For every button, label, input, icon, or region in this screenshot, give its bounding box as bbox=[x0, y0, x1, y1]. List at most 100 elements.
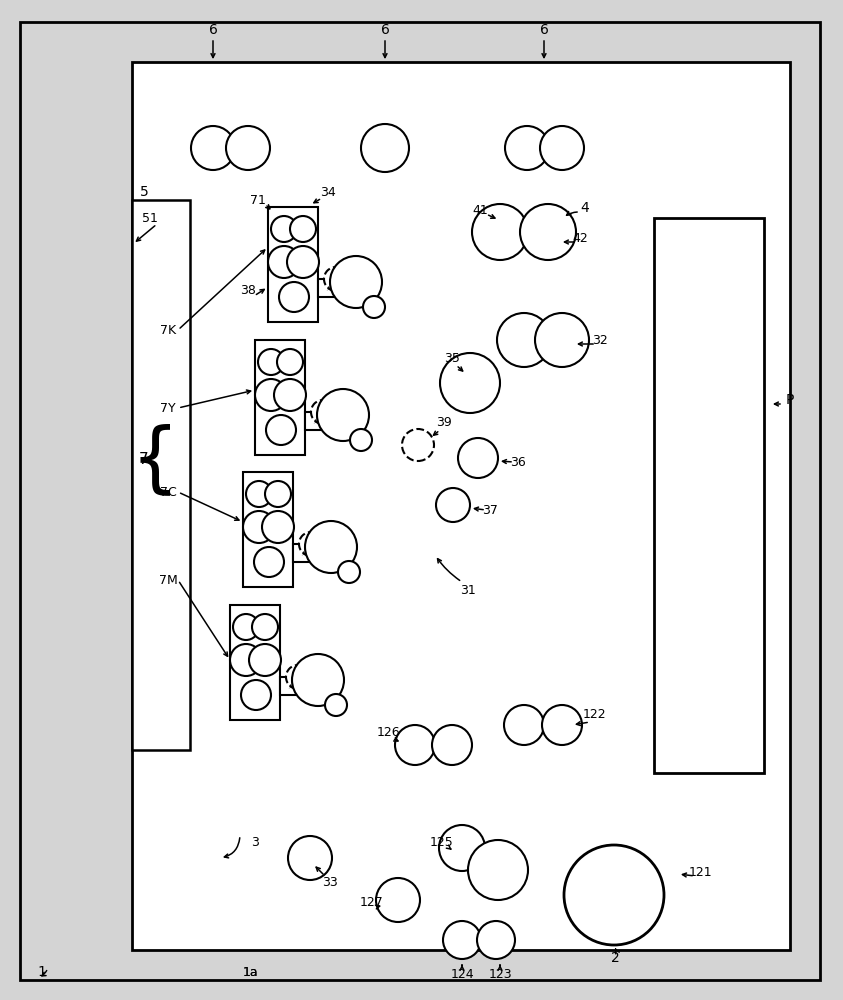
Text: 6: 6 bbox=[540, 23, 549, 37]
Bar bbox=[243, 472, 293, 587]
Text: 7M: 7M bbox=[158, 574, 177, 586]
Circle shape bbox=[443, 921, 481, 959]
Circle shape bbox=[277, 349, 303, 375]
Text: ⚡: ⚡ bbox=[287, 682, 293, 690]
Circle shape bbox=[436, 488, 470, 522]
Text: P: P bbox=[786, 393, 794, 407]
Text: 39: 39 bbox=[436, 416, 452, 428]
Text: 38: 38 bbox=[240, 284, 256, 296]
Text: 36: 36 bbox=[510, 456, 526, 468]
Circle shape bbox=[311, 400, 335, 424]
Circle shape bbox=[286, 665, 310, 689]
Circle shape bbox=[191, 126, 235, 170]
Circle shape bbox=[288, 836, 332, 880]
Text: 41: 41 bbox=[472, 204, 488, 217]
Circle shape bbox=[564, 845, 664, 945]
Circle shape bbox=[477, 921, 515, 959]
Text: 6: 6 bbox=[208, 23, 217, 37]
Text: 2: 2 bbox=[610, 951, 620, 965]
Bar bbox=[318, 279, 338, 297]
Circle shape bbox=[230, 644, 262, 676]
Circle shape bbox=[363, 296, 385, 318]
Text: 31: 31 bbox=[460, 584, 476, 596]
Bar bbox=[293, 544, 313, 562]
Circle shape bbox=[376, 878, 420, 922]
Circle shape bbox=[305, 521, 357, 573]
Text: 1a: 1a bbox=[242, 966, 258, 978]
Circle shape bbox=[540, 126, 584, 170]
Circle shape bbox=[338, 561, 360, 583]
Circle shape bbox=[255, 379, 287, 411]
Bar bbox=[132, 62, 790, 950]
Circle shape bbox=[241, 680, 271, 710]
Text: 34: 34 bbox=[320, 186, 336, 200]
Bar bbox=[255, 340, 305, 455]
Text: 7Y: 7Y bbox=[160, 401, 176, 414]
Circle shape bbox=[299, 532, 323, 556]
Circle shape bbox=[226, 126, 270, 170]
Circle shape bbox=[274, 379, 306, 411]
Circle shape bbox=[243, 511, 275, 543]
Text: 7K: 7K bbox=[160, 324, 176, 336]
Text: 7C: 7C bbox=[159, 486, 176, 498]
Text: 71: 71 bbox=[250, 194, 266, 207]
Text: 121: 121 bbox=[688, 865, 711, 879]
Bar bbox=[230, 605, 280, 720]
Text: 125: 125 bbox=[430, 836, 454, 848]
Text: 126: 126 bbox=[376, 726, 400, 738]
Circle shape bbox=[279, 282, 309, 312]
Text: ⚡: ⚡ bbox=[300, 548, 306, 558]
Circle shape bbox=[292, 654, 344, 706]
Circle shape bbox=[395, 725, 435, 765]
Circle shape bbox=[458, 438, 498, 478]
Circle shape bbox=[262, 511, 294, 543]
Text: 3: 3 bbox=[251, 836, 259, 848]
Circle shape bbox=[504, 705, 544, 745]
Text: 5: 5 bbox=[140, 185, 148, 199]
Text: ⚡: ⚡ bbox=[325, 284, 331, 292]
Circle shape bbox=[439, 825, 485, 871]
Text: 123: 123 bbox=[488, 968, 512, 982]
Circle shape bbox=[290, 216, 316, 242]
Circle shape bbox=[254, 547, 284, 577]
Circle shape bbox=[468, 840, 528, 900]
Circle shape bbox=[249, 644, 281, 676]
Circle shape bbox=[535, 313, 589, 367]
Text: 1a: 1a bbox=[242, 966, 258, 978]
Circle shape bbox=[324, 267, 348, 291]
Circle shape bbox=[542, 705, 582, 745]
Circle shape bbox=[472, 204, 528, 260]
Bar bbox=[654, 218, 764, 773]
Circle shape bbox=[325, 694, 347, 716]
Circle shape bbox=[402, 429, 434, 461]
Text: 124: 124 bbox=[450, 968, 474, 982]
Circle shape bbox=[268, 246, 300, 278]
Circle shape bbox=[432, 725, 472, 765]
Text: 127: 127 bbox=[360, 896, 384, 910]
Text: 7: 7 bbox=[139, 452, 149, 468]
Text: 1: 1 bbox=[38, 965, 46, 979]
Circle shape bbox=[520, 204, 576, 260]
Text: 6: 6 bbox=[380, 23, 389, 37]
Bar bbox=[268, 207, 318, 322]
Circle shape bbox=[330, 256, 382, 308]
Text: 4: 4 bbox=[581, 201, 589, 215]
Circle shape bbox=[505, 126, 549, 170]
Text: ⚡: ⚡ bbox=[312, 416, 318, 426]
Circle shape bbox=[317, 389, 369, 441]
Text: 35: 35 bbox=[444, 352, 460, 364]
Text: 32: 32 bbox=[592, 334, 608, 347]
Text: 33: 33 bbox=[322, 876, 338, 888]
Text: 51: 51 bbox=[142, 212, 158, 225]
Bar bbox=[280, 677, 300, 695]
Text: {: { bbox=[131, 423, 180, 497]
Circle shape bbox=[233, 614, 259, 640]
Circle shape bbox=[246, 481, 272, 507]
Circle shape bbox=[258, 349, 284, 375]
Bar bbox=[305, 412, 325, 430]
Circle shape bbox=[287, 246, 319, 278]
Circle shape bbox=[266, 415, 296, 445]
Text: 37: 37 bbox=[482, 504, 498, 516]
Circle shape bbox=[361, 124, 409, 172]
Text: 42: 42 bbox=[572, 232, 588, 244]
